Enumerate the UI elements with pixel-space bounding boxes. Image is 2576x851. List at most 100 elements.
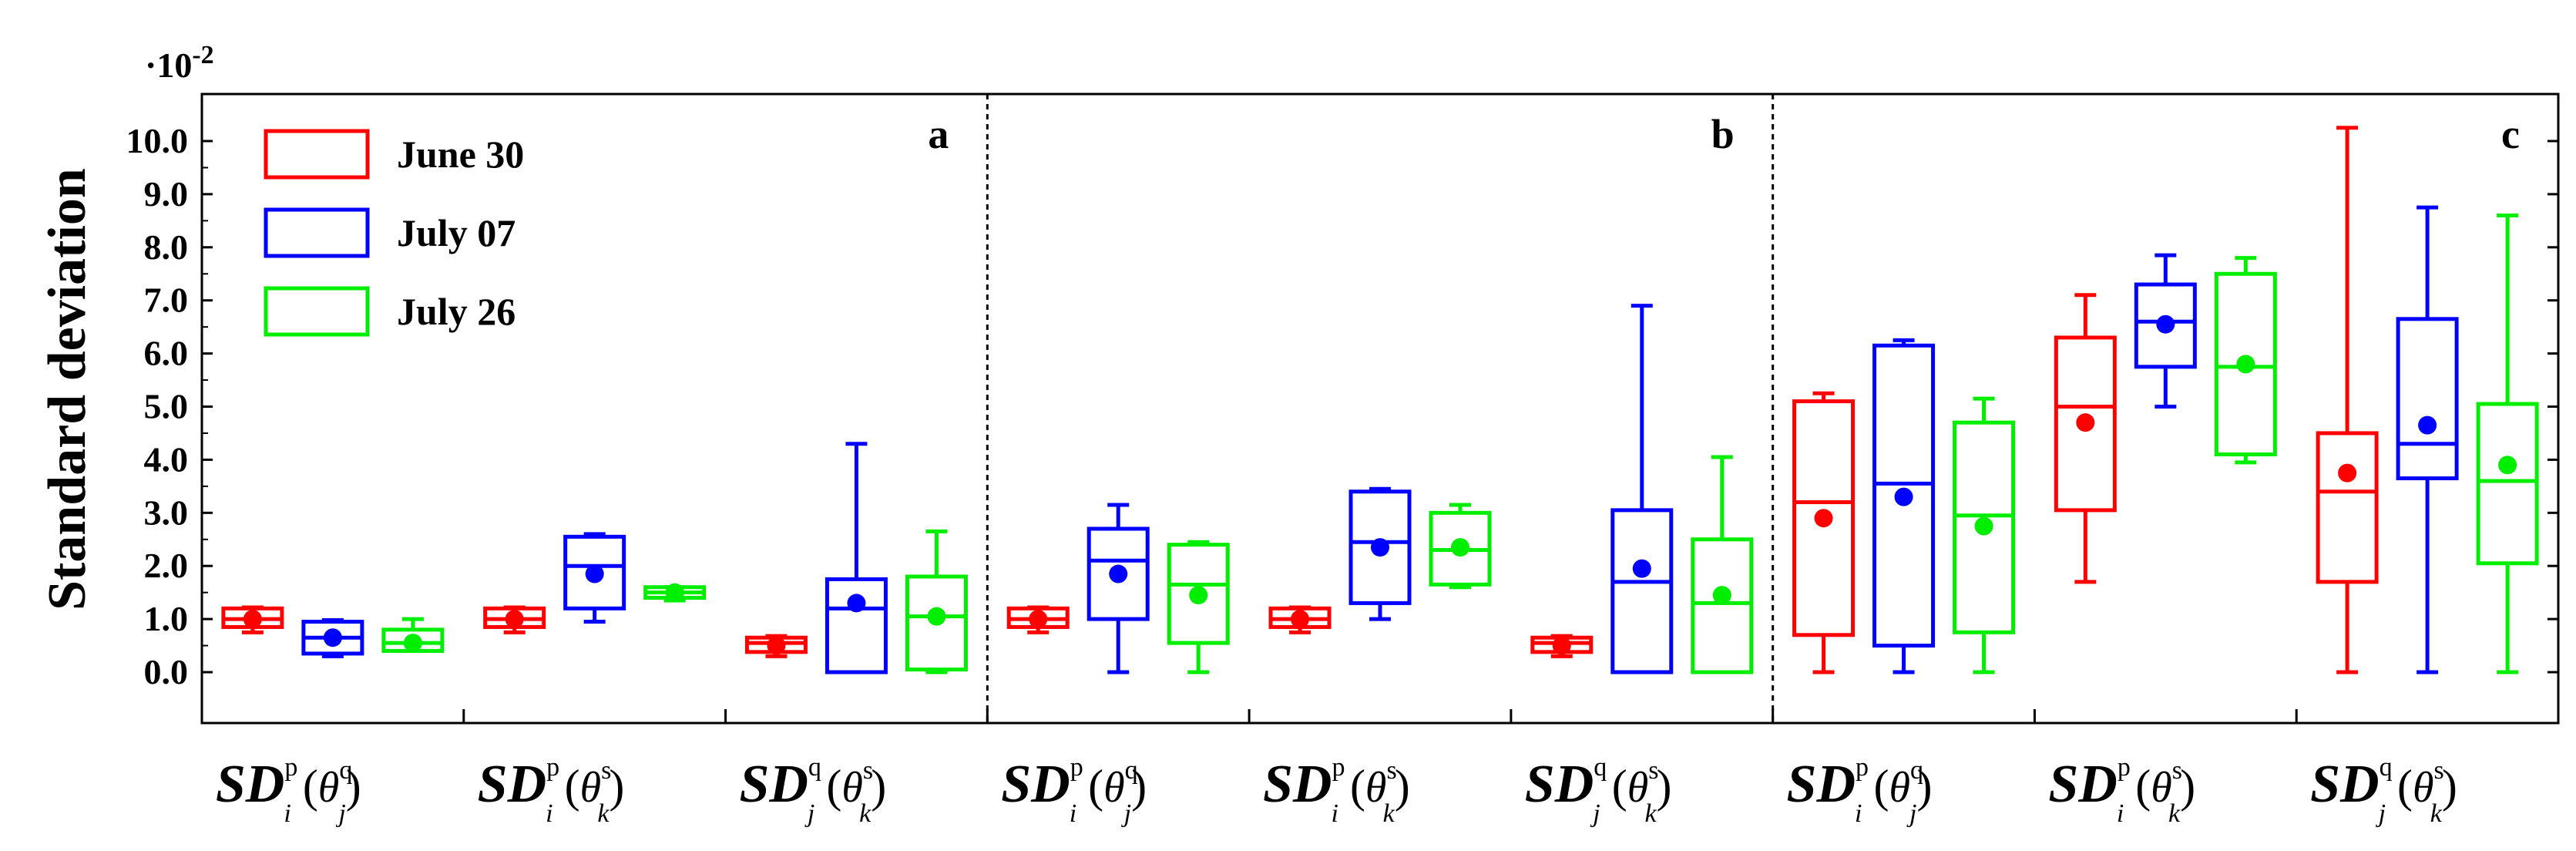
category-part-tsup: s <box>1386 756 1396 785</box>
category-part-sub: j <box>804 799 814 828</box>
box-c-0-june-30 <box>1792 391 1856 674</box>
plot-frame <box>200 92 2560 725</box>
y-tick-label: 4.0 <box>144 439 189 479</box>
category-part-tsub: k <box>1383 799 1395 828</box>
mean-marker <box>1894 487 1913 506</box>
box-b-1-june-30 <box>1268 605 1332 634</box>
category-part-paren: ( <box>2124 761 2151 812</box>
category-part-main: SD <box>1787 755 1856 814</box>
category-part-sup: p <box>1856 753 1869 782</box>
y-axis-label: Standard deviation <box>38 168 97 610</box>
mean-marker <box>1974 516 1993 536</box>
box-c-1-june-30 <box>2054 293 2117 584</box>
legend: June 30 July 07 July 26 <box>264 129 524 337</box>
category-part-main: SD <box>739 755 808 814</box>
x-category-label: SDq j (θs k) <box>2310 753 2457 828</box>
category-part-theta: θ <box>2151 764 2172 812</box>
box-a-2-july-07 <box>825 442 888 674</box>
box-c-2-july-07 <box>2396 205 2459 674</box>
box-b-0-july-07 <box>1086 503 1150 674</box>
mean-marker <box>2498 456 2517 475</box>
mean-marker <box>1814 509 1833 528</box>
box-a-0-july-07 <box>301 617 364 658</box>
y-axis-multiplier-exponent: -2 <box>192 41 213 69</box>
y-tick-label: 6.0 <box>144 334 189 373</box>
category-part-tsub: k <box>2430 799 2443 828</box>
category-part-main: SD <box>478 755 546 814</box>
mean-marker <box>2076 413 2095 432</box>
mean-marker <box>403 634 422 653</box>
category-part-paren: ) <box>1131 761 1147 812</box>
panel-label-a: a <box>928 111 949 157</box>
panel-label-c: c <box>2501 111 2520 157</box>
category-part-sub: j <box>1590 799 1600 828</box>
iqr-box <box>2316 431 2379 584</box>
mean-marker <box>323 628 342 648</box>
category-part-paren: ( <box>291 761 318 812</box>
box-c-0-july-26 <box>1953 396 2016 674</box>
box-b-2-june-30 <box>1530 634 1594 658</box>
x-category-label: SDp i (θq j) <box>216 753 361 828</box>
iqr-box <box>2476 402 2539 566</box>
box-c-0-july-07 <box>1872 338 1936 674</box>
x-category-label: SDp i (θq j) <box>1001 753 1147 828</box>
category-part-paren: ) <box>1657 761 1672 812</box>
category-part-sup: q <box>808 753 821 782</box>
category-part-paren: ( <box>1338 761 1365 812</box>
category-part-theta: θ <box>580 764 602 812</box>
legend-label: July 07 <box>397 211 516 254</box>
mean-marker <box>665 583 684 602</box>
category-part-theta: θ <box>1365 764 1387 812</box>
category-part-tsup: q <box>339 756 352 785</box>
iqr-box <box>1691 537 1754 674</box>
category-part-tsup: s <box>2172 756 2182 785</box>
category-part-tsup: s <box>863 756 873 785</box>
category-part-tsub: k <box>859 799 872 828</box>
category-part-tsub: k <box>1644 799 1657 828</box>
legend-label: June 30 <box>397 133 524 176</box>
category-part-paren: ( <box>1076 761 1103 812</box>
category-part-tsub: j <box>1121 799 1131 828</box>
box-a-0-june-30 <box>221 605 284 634</box>
category-part-tsup: q <box>1910 756 1923 785</box>
category-part-sup: p <box>2118 753 2131 782</box>
legend-label: July 26 <box>397 290 516 333</box>
mean-marker <box>2156 314 2175 334</box>
category-part-main: SD <box>2048 755 2117 814</box>
category-part-theta: θ <box>1103 764 1125 812</box>
box-b-0-june-30 <box>1006 605 1070 634</box>
category-part-main: SD <box>1525 755 1594 814</box>
y-axis-multiplier-base: ·10 <box>145 45 192 85</box>
category-part-sup: q <box>2380 753 2393 782</box>
category-part-theta: θ <box>1889 764 1910 812</box>
mean-marker <box>1189 586 1208 605</box>
iqr-box <box>2214 271 2277 457</box>
y-tick-label: 1.0 <box>144 599 189 638</box>
category-part-tsub: j <box>335 799 345 828</box>
mean-marker <box>2236 355 2255 374</box>
panel-label-b: b <box>1711 111 1735 157</box>
category-part-tsup: s <box>1648 756 1658 785</box>
legend-swatch <box>264 129 370 180</box>
mean-marker <box>1712 586 1731 605</box>
y-tick-label: 9.0 <box>144 174 189 214</box>
category-part-sup: q <box>1594 753 1607 782</box>
category-part-sup: p <box>284 753 297 782</box>
box-b-2-july-26 <box>1691 455 1754 674</box>
y-tick-label: 0.0 <box>144 652 189 691</box>
category-part-sub: i <box>1331 799 1338 828</box>
box-b-1-july-07 <box>1348 486 1412 621</box>
category-part-sup: p <box>1332 753 1345 782</box>
category-part-paren: ( <box>814 761 841 812</box>
category-part-tsub: k <box>597 799 610 828</box>
category-part-paren: ( <box>553 761 580 812</box>
y-tick-label: 3.0 <box>144 493 189 532</box>
category-part-sub: i <box>284 799 291 828</box>
category-part-sub: i <box>2117 799 2124 828</box>
plot-area: 0.0 1.0 2.0 3.0 4.0 5.0 6.0 7.0 8.0 9.0 10.0 a SDp i … <box>126 92 2560 828</box>
x-category-label: SDp i (θs k) <box>1263 753 1410 828</box>
mean-marker <box>1552 636 1571 655</box>
mean-marker <box>927 607 946 626</box>
y-tick-label: 8.0 <box>144 227 189 267</box>
mean-marker <box>1371 538 1389 557</box>
